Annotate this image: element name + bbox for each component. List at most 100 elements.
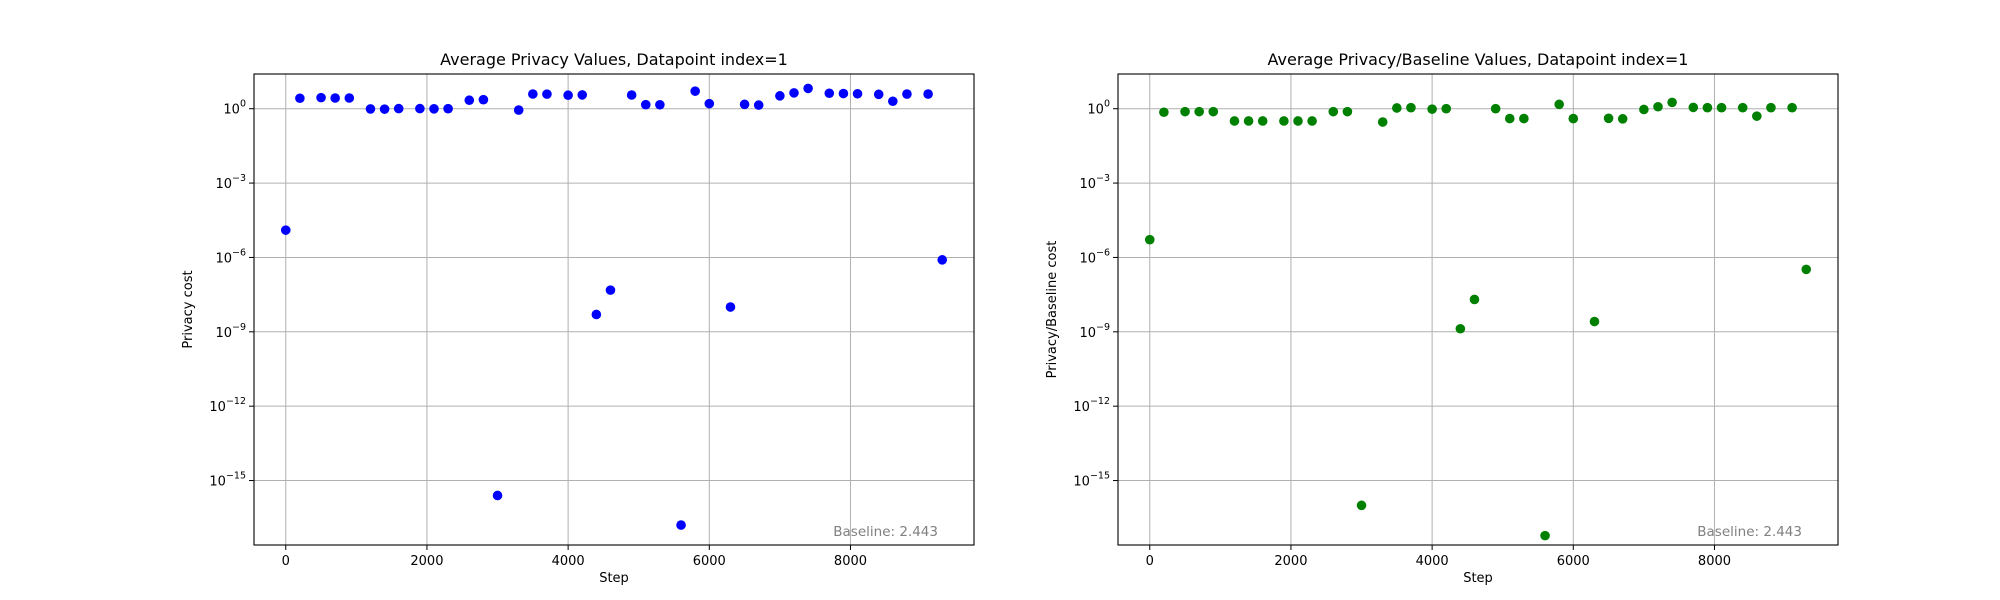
data-point — [824, 88, 835, 99]
data-point — [640, 99, 651, 110]
data-point — [704, 98, 715, 109]
data-point — [1441, 103, 1452, 114]
y-tick-label: 10−9 — [215, 322, 246, 341]
data-point — [365, 104, 376, 114]
data-point — [1243, 116, 1254, 126]
data-point — [1554, 99, 1564, 110]
data-point — [1667, 97, 1677, 108]
data-point — [1653, 101, 1663, 112]
x-tick-label: 8000 — [834, 554, 867, 569]
data-point — [1766, 102, 1776, 113]
y-tick-label: 100 — [1087, 99, 1110, 118]
data-point — [1194, 106, 1204, 117]
privacy-cost-panel: 0 2000 4000 6000 8000 100 10−3 10−6 10−9 10−12 10−… — [181, 50, 975, 586]
data-point — [393, 103, 404, 114]
data-point — [888, 96, 898, 107]
data-point — [1737, 102, 1748, 113]
x-axis-label: Step — [599, 571, 629, 586]
data-point — [838, 88, 849, 99]
x-tick-label: 2000 — [1274, 554, 1307, 569]
data-point — [344, 93, 355, 103]
data-point — [690, 86, 700, 96]
data-point — [1328, 106, 1339, 117]
data-point — [753, 100, 764, 110]
data-point — [280, 225, 291, 235]
y-tick-label: 100 — [223, 99, 246, 118]
data-point — [1293, 116, 1303, 126]
data-point — [739, 99, 750, 110]
data-points — [280, 83, 948, 530]
y-tick-label: 10−6 — [1079, 247, 1110, 266]
data-point — [330, 93, 340, 103]
y-tick-label: 10−3 — [215, 173, 246, 192]
data-point — [1229, 116, 1240, 126]
plot-frame — [1117, 73, 1839, 546]
data-point — [775, 91, 785, 101]
data-points — [1144, 97, 1812, 541]
data-point — [1801, 264, 1812, 275]
data-point — [902, 89, 912, 99]
x-tick-label: 6000 — [1557, 554, 1590, 569]
data-point — [542, 89, 552, 99]
y-tick-label: 10−15 — [1073, 471, 1110, 490]
data-point — [492, 490, 503, 501]
data-point — [1504, 113, 1515, 124]
data-point — [1159, 107, 1169, 118]
baseline-annotation: Baseline: 2.443 — [833, 524, 938, 540]
data-point — [1702, 102, 1713, 113]
plot-frame — [253, 73, 975, 546]
data-point — [923, 89, 933, 99]
baseline-annotation: Baseline: 2.443 — [1697, 524, 1802, 540]
chart-title: Average Privacy Values, Datapoint index=… — [440, 50, 788, 69]
data-point — [676, 520, 686, 530]
data-point — [1752, 111, 1762, 121]
data-point — [295, 93, 305, 104]
data-point — [1568, 113, 1579, 124]
data-point — [429, 104, 439, 114]
data-point — [803, 83, 813, 94]
data-point — [789, 88, 799, 98]
data-point — [1688, 102, 1699, 113]
data-point — [379, 104, 390, 114]
x-tick-label: 2000 — [410, 554, 443, 569]
data-point — [1589, 316, 1600, 327]
data-point — [1455, 323, 1466, 334]
privacy-baseline-panel: 0 2000 4000 6000 8000 100 10−3 10−6 10−9 10−12 10−… — [1045, 50, 1839, 586]
data-point — [316, 92, 326, 103]
data-point — [1307, 116, 1317, 126]
data-point — [1787, 102, 1797, 113]
y-tick-label: 10−6 — [215, 247, 246, 266]
data-point — [443, 103, 453, 114]
axis-ticks: 0 2000 4000 6000 8000 100 10−3 10−6 10−9 10−12 10−… — [209, 99, 867, 569]
gridlines — [1118, 74, 1838, 545]
data-point — [725, 302, 736, 312]
data-point — [1406, 102, 1416, 113]
y-tick-label: 10−15 — [209, 471, 246, 490]
data-point — [1519, 113, 1529, 124]
data-point — [577, 90, 588, 100]
data-point — [1617, 114, 1628, 124]
data-point — [873, 89, 884, 100]
data-point — [1490, 103, 1501, 114]
data-point — [852, 88, 863, 99]
data-point — [1208, 106, 1219, 117]
data-point — [626, 90, 637, 100]
x-axis-label: Step — [1463, 571, 1493, 586]
x-tick-label: 0 — [282, 554, 290, 569]
x-tick-label: 4000 — [552, 554, 585, 569]
data-point — [1279, 116, 1289, 126]
data-point — [1180, 106, 1190, 117]
data-point — [513, 105, 524, 115]
data-point — [1469, 294, 1480, 305]
data-point — [937, 255, 948, 265]
y-tick-label: 10−12 — [1073, 396, 1110, 415]
y-tick-label: 10−12 — [209, 396, 246, 415]
y-tick-label: 10−9 — [1079, 322, 1110, 341]
data-point — [415, 103, 425, 114]
x-tick-label: 8000 — [1698, 554, 1731, 569]
data-point — [1639, 104, 1649, 115]
data-point — [591, 309, 602, 320]
y-axis-label: Privacy/Baseline cost — [1045, 241, 1060, 379]
y-tick-label: 10−3 — [1079, 173, 1110, 192]
